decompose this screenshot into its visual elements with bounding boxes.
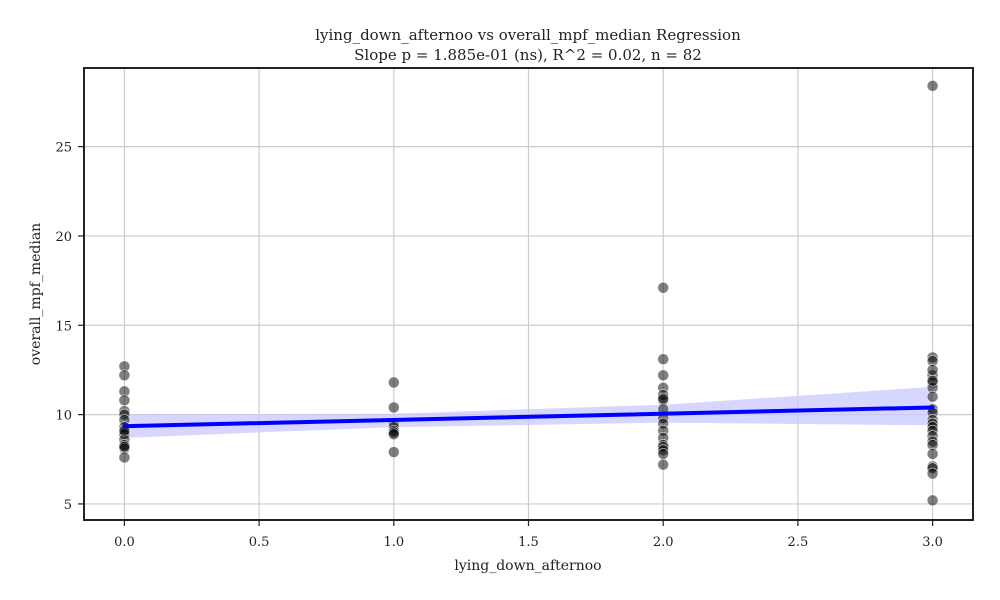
regression-line-layer	[122, 405, 935, 429]
y-tick-label: 15	[55, 319, 72, 334]
scatter-point	[657, 392, 669, 405]
regression-line	[122, 405, 935, 429]
confidence-band-layer	[124, 386, 933, 438]
chart-subtitle: Slope p = 1.885e-01 (ns), R^2 = 0.02, n …	[354, 46, 702, 64]
x-tick-label: 3.0	[922, 535, 943, 550]
y-tick-label: 5	[64, 498, 72, 513]
scatter-points	[118, 80, 939, 507]
scatter-point	[388, 401, 400, 414]
scatter-point	[388, 376, 400, 389]
scatter-point	[926, 80, 939, 92]
y-axis-label: overall_mpf_median	[28, 223, 44, 365]
y-axis-ticks: 5 10 15 20 25	[55, 141, 84, 513]
scatter-point	[118, 369, 131, 382]
scatter-point	[388, 428, 400, 441]
scatter-point	[926, 494, 939, 507]
x-tick-label: 1.0	[383, 535, 404, 550]
chart-title: lying_down_afternoo vs overall_mpf_media…	[315, 26, 741, 44]
y-tick-label: 25	[55, 141, 72, 156]
scatter-point	[926, 390, 939, 403]
x-axis-label: lying_down_afternoo	[454, 558, 601, 574]
scatter-point	[926, 467, 939, 480]
x-tick-label: 0.5	[249, 535, 270, 550]
scatter-point	[926, 448, 939, 460]
scatter-point	[118, 440, 131, 453]
scatter-point	[926, 374, 939, 387]
y-tick-label: 10	[55, 409, 72, 424]
x-tick-label: 0.0	[114, 535, 135, 550]
scatter-point	[118, 394, 131, 407]
y-tick-label: 20	[55, 230, 72, 245]
x-tick-label: 2.5	[788, 535, 809, 550]
scatter-point	[657, 353, 669, 366]
scatter-point	[926, 364, 939, 376]
scatter-point	[657, 448, 669, 460]
scatter-point	[657, 458, 669, 471]
x-tick-label: 1.5	[518, 535, 539, 550]
scatter-point	[657, 369, 669, 382]
confidence-band	[124, 386, 933, 438]
scatter-point	[657, 281, 669, 294]
scatter-point	[388, 446, 400, 458]
x-axis-ticks: 0.0 0.5 1.0 1.5 2.0 2.5 3.0	[114, 520, 943, 550]
grid-lines	[84, 68, 973, 520]
scatter-point	[118, 451, 131, 464]
x-tick-label: 2.0	[653, 535, 674, 550]
